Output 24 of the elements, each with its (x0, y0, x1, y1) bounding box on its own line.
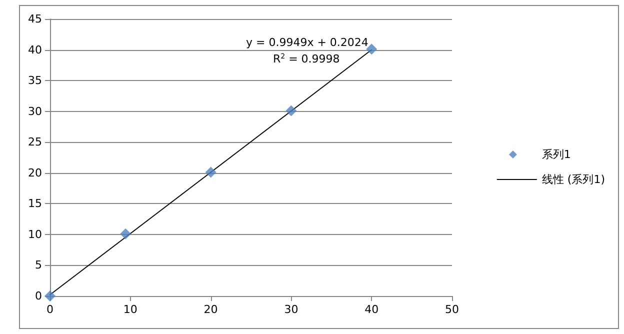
y-tick-label: 10 (28, 228, 42, 241)
y-tick-label: 5 (35, 258, 42, 272)
point (44, 290, 56, 302)
x-tick-label: 30 (284, 303, 298, 316)
legend-label: 系列1 (542, 148, 571, 161)
point (205, 166, 216, 178)
x-tick-label: 10 (123, 303, 138, 316)
legend-label: 线性 (系列1) (542, 173, 605, 186)
y-tick-label: 35 (28, 74, 42, 88)
x-tick-label: 20 (204, 303, 218, 316)
point (366, 44, 378, 55)
y-tick-label: 45 (28, 12, 42, 26)
x-tick-label: 0 (46, 303, 54, 316)
y-tick-label: 20 (28, 166, 42, 180)
y-tick-label: 25 (28, 136, 42, 149)
point (120, 228, 132, 240)
x-tick-label: 50 (445, 303, 459, 316)
annotation: y = 0.9949x + 0.2024 (246, 36, 368, 49)
y-tick-label: 15 (28, 197, 42, 210)
point (286, 105, 297, 116)
y-tick-label: 40 (28, 43, 42, 56)
y-tick-label: 30 (28, 104, 42, 118)
x-tick-label: 40 (364, 303, 379, 316)
y-tick-label: 0 (35, 290, 42, 302)
